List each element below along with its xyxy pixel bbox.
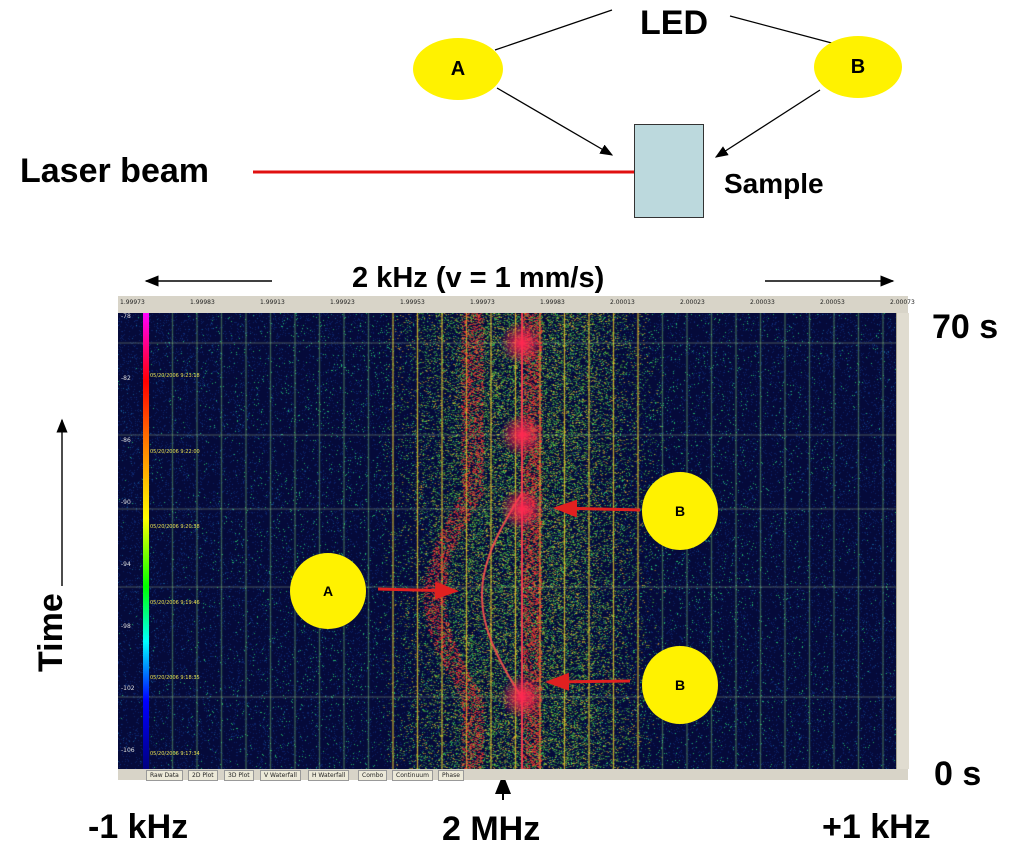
- left-tick-label: -98: [121, 623, 131, 630]
- left-tick-label: -102: [121, 685, 135, 692]
- top-tick-label: 2.00073: [890, 299, 915, 306]
- timestamp-label: 05/20/2006 9:18:35: [150, 675, 200, 681]
- top-tick-label: 1.99973: [120, 299, 145, 306]
- left-frequency-label: -1 kHz: [88, 808, 189, 846]
- left-tick-label: -78: [121, 313, 131, 320]
- laser-beam-label: Laser beam: [20, 152, 209, 190]
- led-a-label: A: [450, 57, 466, 80]
- led-b-arrow: [714, 89, 821, 158]
- callout-b-upper-label: B: [674, 503, 686, 519]
- led-connector-a: [494, 9, 613, 51]
- top-tick-label: 1.99983: [540, 299, 565, 306]
- top-tick-label: 1.99983: [190, 299, 215, 306]
- time-label: Time: [32, 593, 70, 672]
- top-tick-label: 2.00053: [820, 299, 845, 306]
- led-b-label: B: [850, 55, 866, 78]
- timestamp-label: 05/20/2006 9:20:38: [150, 524, 200, 530]
- callout-b-lower-label: B: [674, 677, 686, 693]
- span-label: 2 kHz (v = 1 mm/s): [352, 262, 605, 294]
- center-frequency-label: 2 MHz: [442, 810, 541, 848]
- led-connector-b: [729, 15, 844, 47]
- color-scale-bar: [143, 313, 149, 769]
- callout-b-lower: B: [642, 646, 718, 724]
- left-tick-label: -106: [121, 747, 135, 754]
- view-tab[interactable]: Combo: [358, 770, 388, 781]
- timestamp-label: 05/20/2006 9:22:00: [150, 448, 200, 455]
- left-tick-label: -90: [121, 499, 131, 506]
- view-tab[interactable]: Continuum: [392, 770, 433, 781]
- led-label: LED: [640, 4, 708, 42]
- top-tick-label: 2.00033: [750, 299, 775, 306]
- view-tab[interactable]: V Waterfall: [260, 770, 301, 781]
- top-tick-label: 2.00023: [680, 299, 705, 306]
- top-tick-label: 1.99953: [400, 299, 425, 306]
- left-tick-label: -82: [121, 375, 131, 382]
- view-tab[interactable]: 2D Plot: [188, 770, 218, 781]
- left-tick-label: -94: [121, 561, 131, 568]
- top-tick-label: 2.00013: [610, 299, 635, 306]
- led-b: B: [814, 36, 902, 98]
- top-time-label: 70 s: [932, 308, 999, 346]
- waterfall-plot[interactable]: [118, 313, 896, 769]
- view-tab[interactable]: Raw Data: [146, 770, 183, 781]
- view-tab[interactable]: Phase: [438, 770, 464, 781]
- time-scrollbar[interactable]: [896, 313, 909, 769]
- timestamp-label: 05/20/2006 9:19:46: [150, 599, 200, 606]
- led-a: A: [413, 38, 503, 100]
- waterfall-spectrogram: [118, 313, 896, 769]
- sample-label: Sample: [724, 168, 824, 199]
- callout-a-label: A: [322, 583, 334, 599]
- timestamp-label: 05/20/2006 9:23:18: [150, 373, 200, 379]
- led-a-arrow: [496, 87, 614, 156]
- timestamp-label: 05/20/2006 9:17:34: [150, 750, 200, 757]
- view-tab[interactable]: 3D Plot: [224, 770, 254, 781]
- top-tick-label: 1.99973: [470, 299, 495, 306]
- left-tick-label: -86: [121, 437, 131, 444]
- right-frequency-label: +1 kHz: [822, 808, 931, 846]
- callout-b-upper: B: [642, 472, 718, 550]
- view-tab[interactable]: H Waterfall: [308, 770, 350, 781]
- bottom-time-label: 0 s: [934, 755, 982, 793]
- callout-a: A: [290, 553, 366, 629]
- top-tick-label: 1.99923: [330, 299, 355, 306]
- top-tick-label: 1.99913: [260, 299, 285, 306]
- sample-box: [634, 124, 704, 218]
